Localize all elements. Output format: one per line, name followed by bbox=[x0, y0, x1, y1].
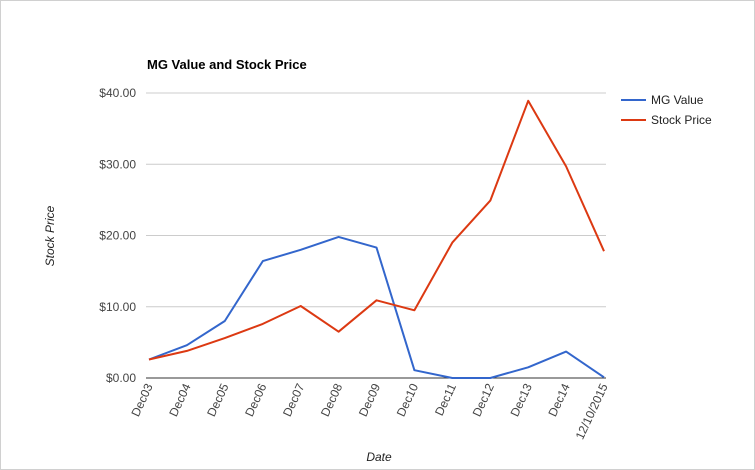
x-tick-label: Dec12 bbox=[470, 381, 497, 419]
x-tick-label: Dec05 bbox=[204, 381, 231, 419]
x-tick-label: Dec07 bbox=[280, 381, 307, 419]
x-tick-label: Dec13 bbox=[508, 381, 535, 419]
y-tick-label: $0.00 bbox=[106, 371, 136, 385]
x-tick-label: Dec14 bbox=[545, 381, 572, 419]
series-line bbox=[148, 235, 605, 379]
y-axis-label: Stock Price bbox=[43, 205, 57, 266]
series-lines bbox=[148, 99, 605, 379]
x-tick-label: Dec08 bbox=[318, 381, 345, 419]
y-tick-label: $20.00 bbox=[99, 229, 136, 243]
chart-title: MG Value and Stock Price bbox=[147, 57, 307, 72]
gridlines bbox=[146, 92, 606, 308]
x-tick-label: Dec10 bbox=[394, 381, 421, 419]
x-tick-label: Dec03 bbox=[128, 381, 155, 419]
x-tick-label: Dec06 bbox=[242, 381, 269, 419]
x-tick-label: 12/10/2015 bbox=[573, 381, 611, 442]
legend-label: MG Value bbox=[651, 93, 704, 107]
x-axis-ticks: Dec03 Dec04 Dec05 Dec06 Dec07 Dec08 Dec09 Dec10… bbox=[128, 381, 610, 442]
y-axis-ticks: $0.00 $10.00 $20.00 $30.00 $40.00 bbox=[99, 86, 136, 385]
x-tick-label: Dec11 bbox=[432, 381, 459, 418]
x-tick-label: Dec09 bbox=[356, 381, 383, 419]
y-tick-label: $40.00 bbox=[99, 86, 136, 100]
legend: MG Value Stock Price bbox=[621, 93, 712, 127]
x-axis-label: Date bbox=[366, 450, 392, 464]
y-tick-label: $10.00 bbox=[99, 300, 136, 314]
series-line bbox=[148, 99, 605, 361]
legend-label: Stock Price bbox=[651, 113, 712, 127]
x-tick-label: Dec04 bbox=[166, 381, 193, 419]
y-tick-label: $30.00 bbox=[99, 157, 136, 171]
